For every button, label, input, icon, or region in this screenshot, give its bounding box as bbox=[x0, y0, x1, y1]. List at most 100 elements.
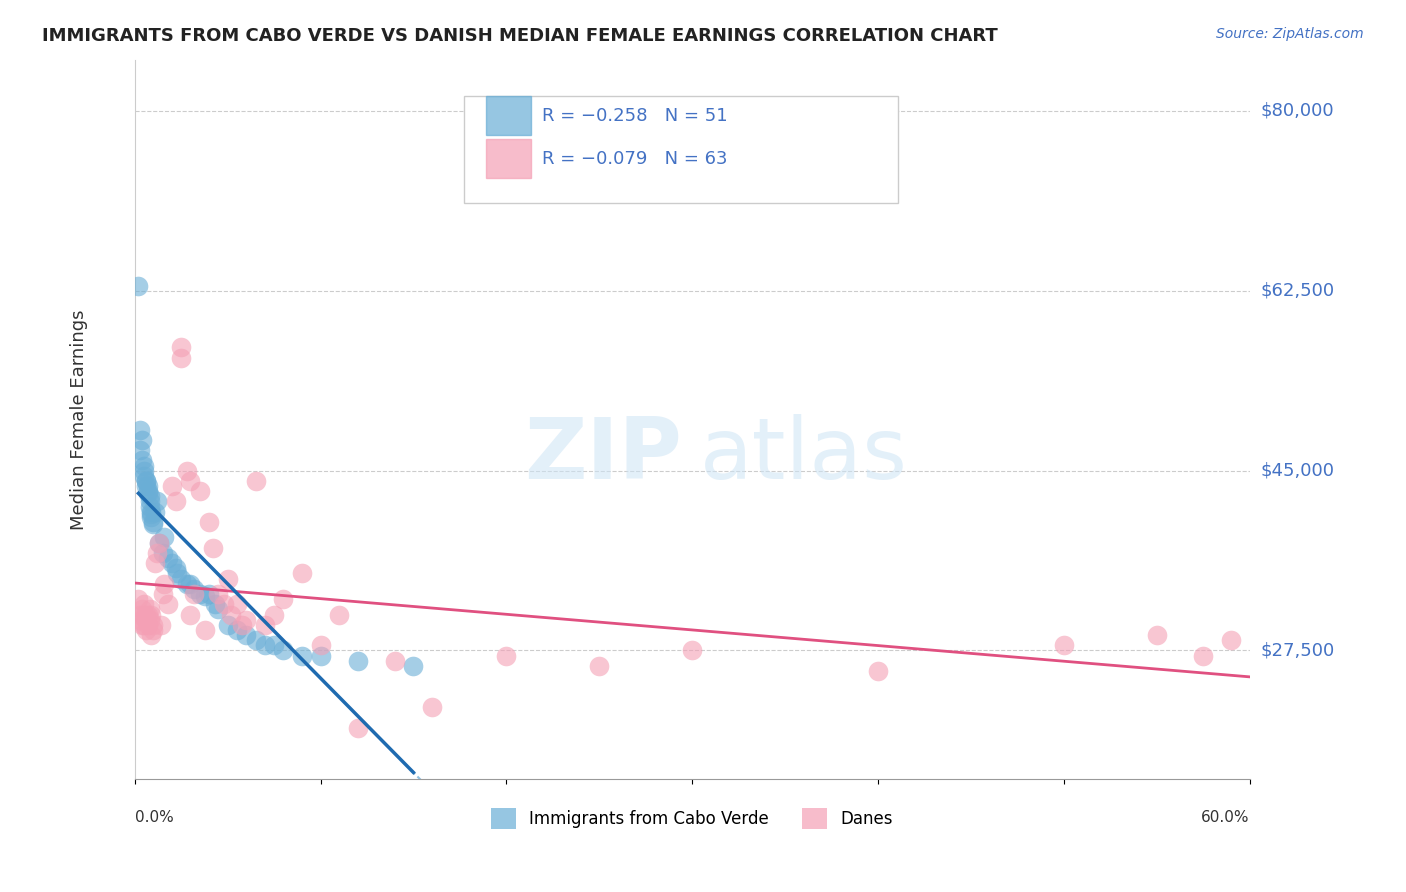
Point bbox=[204, 597, 226, 611]
Point bbox=[138, 489, 160, 503]
Point bbox=[866, 664, 889, 678]
Point bbox=[132, 617, 155, 632]
Point bbox=[131, 433, 153, 447]
Point bbox=[235, 613, 257, 627]
Point bbox=[179, 576, 201, 591]
Point bbox=[235, 628, 257, 642]
Point bbox=[153, 531, 176, 545]
Point bbox=[402, 659, 425, 673]
Point bbox=[141, 509, 163, 524]
Point bbox=[129, 423, 152, 437]
Point bbox=[226, 623, 249, 637]
Text: 60.0%: 60.0% bbox=[1201, 810, 1250, 825]
Point bbox=[138, 494, 160, 508]
Point bbox=[131, 617, 153, 632]
Point bbox=[194, 623, 217, 637]
Point bbox=[132, 464, 155, 478]
Point bbox=[253, 638, 276, 652]
Point bbox=[127, 278, 149, 293]
Point bbox=[166, 566, 188, 581]
Point bbox=[245, 474, 267, 488]
Point bbox=[132, 458, 155, 473]
Point bbox=[135, 607, 157, 622]
Point bbox=[170, 572, 193, 586]
Point bbox=[135, 623, 157, 637]
Point bbox=[221, 607, 243, 622]
Point bbox=[170, 351, 193, 365]
Point bbox=[135, 479, 157, 493]
Point bbox=[136, 479, 159, 493]
Point bbox=[149, 617, 172, 632]
Point bbox=[146, 494, 169, 508]
Text: ZIP: ZIP bbox=[524, 414, 682, 497]
Point bbox=[143, 505, 166, 519]
Point bbox=[226, 597, 249, 611]
Text: Median Female Earnings: Median Female Earnings bbox=[70, 309, 89, 530]
Point bbox=[170, 340, 193, 354]
Point bbox=[263, 638, 285, 652]
Point bbox=[127, 592, 149, 607]
Legend: Immigrants from Cabo Verde, Danes: Immigrants from Cabo Verde, Danes bbox=[485, 802, 900, 835]
Point bbox=[141, 607, 163, 622]
Point bbox=[152, 546, 174, 560]
Point bbox=[179, 607, 201, 622]
Point bbox=[142, 515, 165, 529]
Point bbox=[207, 602, 229, 616]
Point bbox=[129, 443, 152, 458]
Point bbox=[198, 587, 221, 601]
Point bbox=[135, 613, 157, 627]
Point bbox=[245, 633, 267, 648]
Point bbox=[132, 607, 155, 622]
Point bbox=[148, 535, 170, 549]
Point bbox=[152, 587, 174, 601]
Point bbox=[291, 566, 314, 581]
Point bbox=[142, 517, 165, 532]
Point bbox=[273, 643, 295, 657]
Point bbox=[588, 659, 610, 673]
Point bbox=[263, 607, 285, 622]
Point bbox=[176, 576, 198, 591]
Point bbox=[309, 638, 332, 652]
Point bbox=[148, 535, 170, 549]
Point bbox=[201, 541, 224, 555]
Point bbox=[273, 592, 295, 607]
Point bbox=[160, 556, 183, 570]
Text: IMMIGRANTS FROM CABO VERDE VS DANISH MEDIAN FEMALE EARNINGS CORRELATION CHART: IMMIGRANTS FROM CABO VERDE VS DANISH MED… bbox=[42, 27, 998, 45]
Point bbox=[153, 576, 176, 591]
Bar bbox=[486, 95, 530, 135]
Point bbox=[183, 582, 205, 596]
Text: $80,000: $80,000 bbox=[1261, 102, 1334, 120]
Point bbox=[231, 617, 253, 632]
Point bbox=[157, 597, 180, 611]
Point bbox=[135, 474, 157, 488]
Point bbox=[129, 607, 152, 622]
Text: R = −0.258   N = 51: R = −0.258 N = 51 bbox=[541, 107, 727, 125]
Point bbox=[129, 613, 152, 627]
Point bbox=[194, 589, 217, 603]
Point bbox=[157, 551, 180, 566]
Point bbox=[141, 505, 163, 519]
Point bbox=[291, 648, 314, 663]
Point bbox=[420, 700, 443, 714]
Point bbox=[1192, 648, 1215, 663]
Point bbox=[138, 602, 160, 616]
Point bbox=[188, 587, 211, 601]
Point bbox=[217, 617, 239, 632]
Point bbox=[309, 648, 332, 663]
Point bbox=[141, 507, 163, 521]
Text: atlas: atlas bbox=[700, 414, 908, 497]
Text: $62,500: $62,500 bbox=[1261, 282, 1334, 300]
Point bbox=[198, 515, 221, 529]
Point bbox=[138, 613, 160, 627]
Point bbox=[207, 587, 229, 601]
Point bbox=[346, 721, 368, 735]
Text: 0.0%: 0.0% bbox=[135, 810, 173, 825]
Point bbox=[253, 617, 276, 632]
Point bbox=[135, 474, 157, 488]
Point bbox=[160, 479, 183, 493]
Point bbox=[328, 607, 350, 622]
Point bbox=[136, 486, 159, 500]
Point bbox=[143, 556, 166, 570]
Point bbox=[141, 628, 163, 642]
Point bbox=[1220, 633, 1243, 648]
